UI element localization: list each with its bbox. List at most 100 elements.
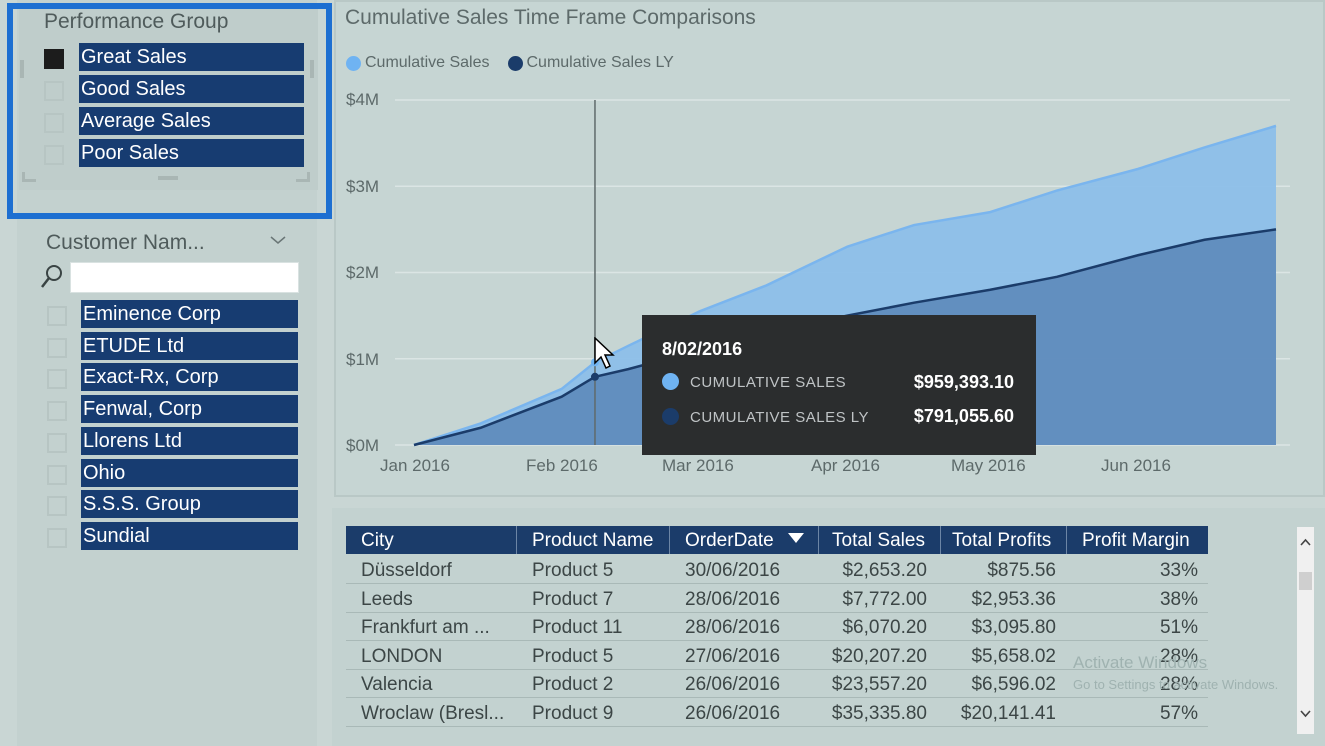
y-tick-label: $1M xyxy=(346,350,380,369)
resize-handle[interactable] xyxy=(307,172,310,182)
slicer-item-customer[interactable]: Llorens Ltd xyxy=(81,427,298,455)
checkbox[interactable] xyxy=(47,528,67,548)
column-divider[interactable] xyxy=(940,526,941,554)
column-header-product-name[interactable]: Product Name xyxy=(532,530,654,551)
table-header: City Product Name OrderDate Total Sales … xyxy=(346,526,1208,554)
table-cell: $2,953.36 xyxy=(971,588,1056,610)
slicer-item-customer[interactable]: ETUDE Ltd xyxy=(81,332,298,360)
slicer-item-customer[interactable]: S.S.S. Group xyxy=(81,490,298,518)
slicer-item-poor-sales[interactable]: Poor Sales xyxy=(79,139,304,167)
table-cell: 28/06/2016 xyxy=(685,588,781,610)
scroll-thumb[interactable] xyxy=(1299,572,1312,590)
checkbox[interactable] xyxy=(47,433,67,453)
selection-highlight xyxy=(7,3,332,219)
sort-descending-icon[interactable] xyxy=(787,532,805,544)
column-header-city[interactable]: City xyxy=(361,530,394,551)
checkbox[interactable] xyxy=(47,369,67,389)
checkbox[interactable] xyxy=(47,306,67,326)
chart-title: Cumulative Sales Time Frame Comparisons xyxy=(345,6,756,29)
table-cell: 28/06/2016 xyxy=(685,617,781,638)
customer-slicer-title: Customer Nam... xyxy=(46,231,205,254)
table-scrollbar[interactable] xyxy=(1297,527,1314,734)
table-cell: Product 11 xyxy=(532,617,623,638)
slicer-item-customer[interactable]: Exact-Rx, Corp xyxy=(81,363,298,391)
performance-group-title: Performance Group xyxy=(44,10,229,33)
table-cell: Product 2 xyxy=(532,674,614,695)
table-cell: 57% xyxy=(1159,702,1198,724)
table-cell: $20,207.20 xyxy=(831,645,927,667)
slicer-item-great-sales[interactable]: Great Sales xyxy=(79,43,304,71)
slicer-item-customer[interactable]: Eminence Corp xyxy=(81,300,298,328)
table-cell: 28% xyxy=(1159,674,1198,695)
scroll-down-icon[interactable] xyxy=(1299,709,1312,719)
checkbox[interactable] xyxy=(47,496,67,516)
slicer-item-good-sales[interactable]: Good Sales xyxy=(79,75,304,103)
table-row-partial xyxy=(346,727,1208,735)
legend-dot xyxy=(346,55,361,71)
x-tick-label: Apr 2016 xyxy=(811,456,880,475)
legend-item[interactable]: Cumulative Sales xyxy=(346,54,490,72)
table-cell: Product 9 xyxy=(532,702,614,724)
column-divider[interactable] xyxy=(516,526,517,554)
chart-tooltip: 8/02/2016 CUMULATIVE SALES $959,393.10 C… xyxy=(642,315,1036,455)
tooltip-label: CUMULATIVE SALES xyxy=(690,374,847,391)
column-divider[interactable] xyxy=(818,526,819,554)
resize-handle[interactable] xyxy=(296,179,310,182)
table-cell: Valencia xyxy=(361,674,433,695)
checkbox[interactable] xyxy=(47,338,67,358)
chevron-down-icon[interactable] xyxy=(269,234,287,246)
table-cell: $20,141.41 xyxy=(960,702,1056,724)
resize-handle[interactable] xyxy=(310,60,314,78)
mouse-cursor-icon xyxy=(594,337,615,370)
x-tick-label: Mar 2016 xyxy=(662,456,734,475)
chart-legend: Cumulative Sales Cumulative Sales LY xyxy=(346,54,692,72)
x-tick-label: May 2016 xyxy=(951,456,1026,475)
x-tick-label: Jan 2016 xyxy=(380,456,450,475)
table-row[interactable]: Leeds Product 7 28/06/2016 $7,772.00 $2,953.… xyxy=(346,585,1208,613)
hover-point xyxy=(590,372,599,381)
column-header-orderdate[interactable]: OrderDate xyxy=(685,530,774,551)
table-cell: 38% xyxy=(1159,588,1198,610)
legend-label: Cumulative Sales xyxy=(365,54,490,71)
table-row[interactable]: Valencia Product 2 26/06/2016 $23,557.20 $6,… xyxy=(346,670,1208,698)
good-sales-checkbox[interactable] xyxy=(44,81,64,101)
table-cell: Product 7 xyxy=(532,588,614,610)
table-cell: $5,658.02 xyxy=(971,645,1056,667)
resize-handle[interactable] xyxy=(22,179,36,182)
average-sales-checkbox[interactable] xyxy=(44,113,64,133)
column-header-total-profits[interactable]: Total Profits xyxy=(952,530,1052,551)
cumulative-sales-line[interactable] xyxy=(413,124,1277,447)
table-row[interactable]: LONDON Product 5 27/06/2016 $20,207.20 $5,65… xyxy=(346,642,1208,670)
table-cell: Product 5 xyxy=(532,645,614,667)
resize-handle[interactable] xyxy=(158,176,178,180)
poor-sales-checkbox[interactable] xyxy=(44,145,64,165)
table-row[interactable]: Wroclaw (Bresl... Product 9 26/06/2016 $35,… xyxy=(346,699,1208,727)
checkbox[interactable] xyxy=(47,465,67,485)
y-tick-label: $3M xyxy=(346,177,380,196)
tooltip-series-dot xyxy=(662,408,679,425)
resize-handle[interactable] xyxy=(22,172,25,182)
slicer-item-customer[interactable]: Sundial xyxy=(81,522,298,550)
table-row[interactable]: Frankfurt am ... Product 11 28/06/2016 $6,0… xyxy=(346,613,1208,641)
column-divider[interactable] xyxy=(1066,526,1067,554)
column-header-profit-margin[interactable]: Profit Margin xyxy=(1082,530,1190,551)
slicer-item-customer[interactable]: Ohio xyxy=(81,459,298,487)
table-row[interactable]: Düsseldorf Product 5 30/06/2016 $2,653.20 $8… xyxy=(346,556,1208,584)
resize-handle[interactable] xyxy=(20,60,24,78)
great-sales-checkbox[interactable] xyxy=(44,49,64,69)
x-tick-label: Jun 2016 xyxy=(1101,456,1171,475)
slicer-item-customer[interactable]: Fenwal, Corp xyxy=(81,395,298,423)
search-icon xyxy=(41,265,62,288)
slicer-item-average-sales[interactable]: Average Sales xyxy=(79,107,304,135)
column-divider[interactable] xyxy=(669,526,670,554)
table-cell: $6,596.02 xyxy=(971,674,1056,695)
table-cell: $6,070.20 xyxy=(842,617,927,638)
scroll-up-icon[interactable] xyxy=(1299,537,1312,547)
table-cell: 30/06/2016 xyxy=(685,560,781,581)
table-cell: $2,653.20 xyxy=(842,560,927,581)
checkbox[interactable] xyxy=(47,401,67,421)
table-cell: $875.56 xyxy=(987,560,1056,581)
customer-search-input[interactable] xyxy=(70,262,299,293)
legend-item[interactable]: Cumulative Sales LY xyxy=(507,54,674,72)
column-header-total-sales[interactable]: Total Sales xyxy=(832,530,925,551)
